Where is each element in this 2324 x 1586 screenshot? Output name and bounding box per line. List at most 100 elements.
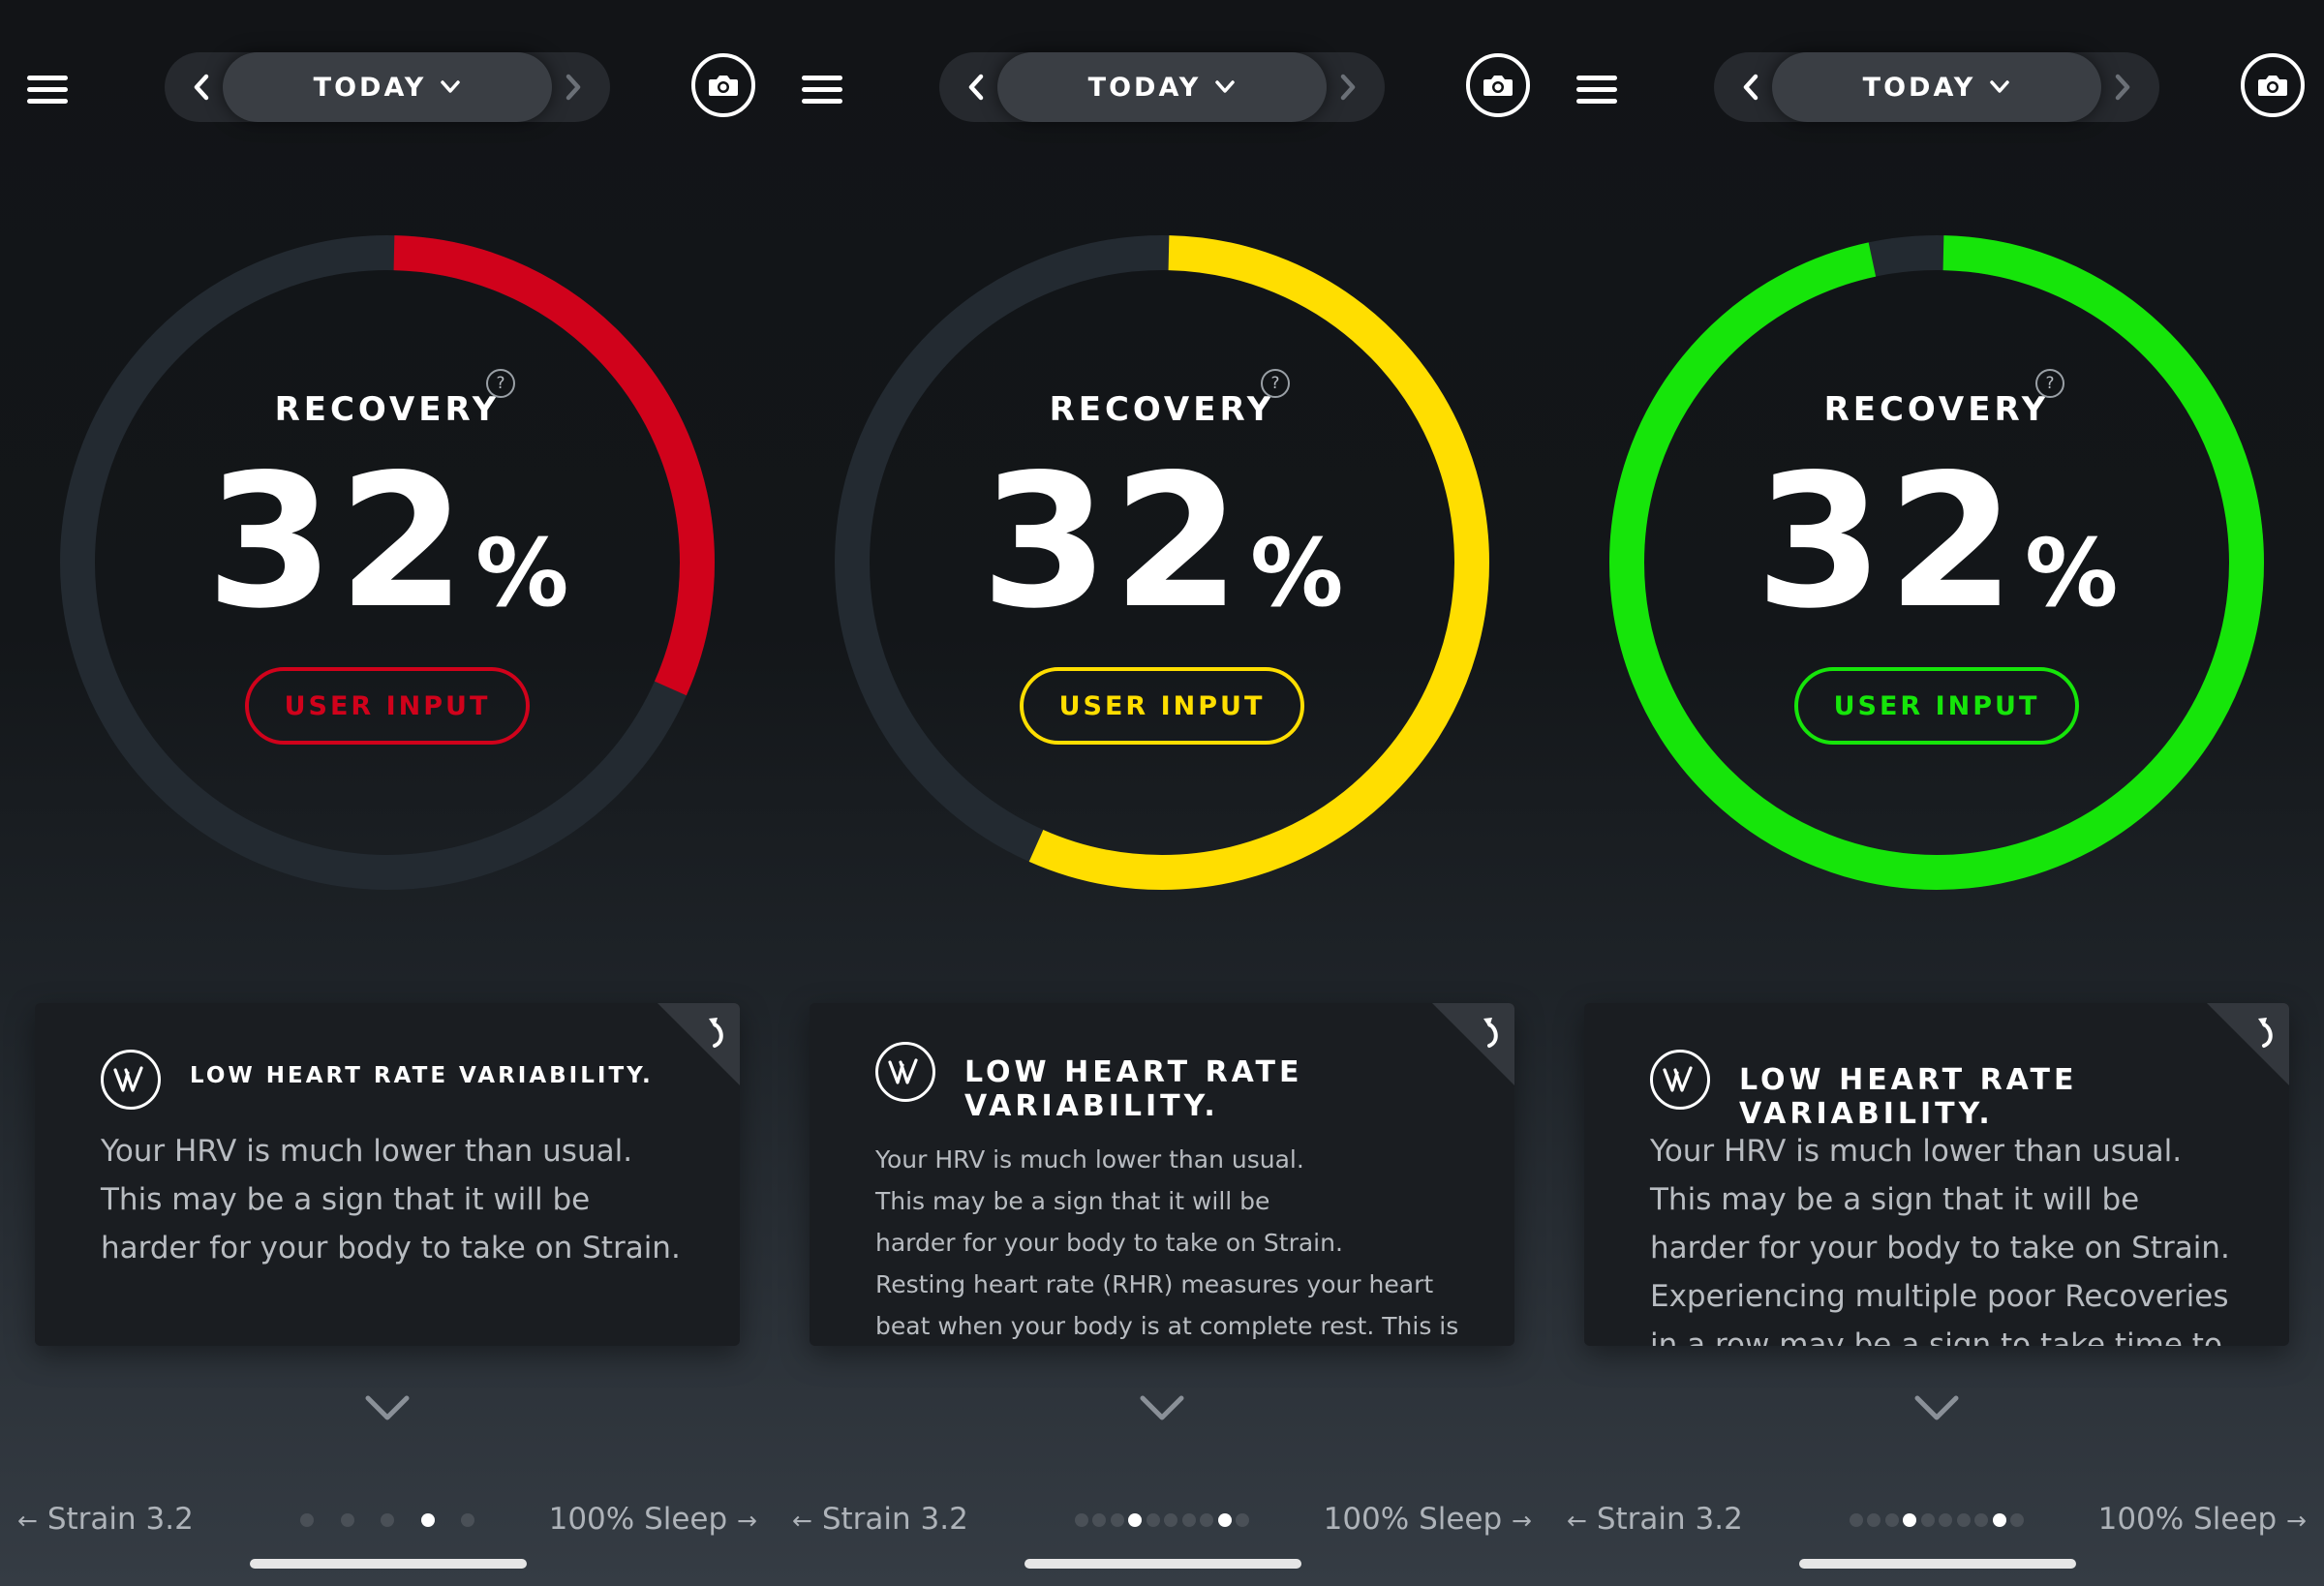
page-dot[interactable] (1974, 1513, 1989, 1527)
expand-chevron-icon[interactable] (1913, 1394, 1960, 1423)
whoop-logo-icon (875, 1042, 935, 1102)
tip-text-line: This may be a sign that it will be (875, 1187, 1270, 1215)
next-day-button[interactable] (1319, 52, 1377, 122)
percent-symbol: % (475, 519, 569, 627)
camera-icon (709, 76, 738, 96)
camera-button[interactable] (1466, 53, 1530, 117)
tip-card: LOW HEART RATE VARIABILITY. Your HRV is … (810, 1003, 1514, 1346)
page-dot-active[interactable] (1128, 1513, 1143, 1527)
camera-button[interactable] (2241, 53, 2305, 117)
page-dot-active[interactable] (1217, 1513, 1232, 1527)
question-mark-icon[interactable]: ? (1261, 369, 1290, 398)
page-indicator (300, 1512, 474, 1528)
flip-card-icon[interactable] (701, 1011, 732, 1052)
home-indicator (1799, 1559, 2076, 1569)
page-dot[interactable] (1110, 1513, 1124, 1527)
date-selector[interactable]: TODAY (223, 52, 552, 122)
arrow-left-icon: ← (792, 1507, 812, 1535)
page-dot[interactable] (1092, 1513, 1107, 1527)
sleep-label: 100% Sleep (2097, 1502, 2278, 1537)
strain-link[interactable]: ← Strain 3.2 (1567, 1502, 1743, 1537)
sleep-link[interactable]: 100% Sleep → (1324, 1502, 1532, 1537)
chevron-down-icon (1990, 80, 2010, 93)
tip-card: LOW HEART RATE VARIABILITY. Your HRV is … (1584, 1003, 2289, 1346)
flip-card-icon[interactable] (2250, 1011, 2281, 1052)
tip-text-line: beat when your body is at complete rest.… (875, 1312, 1459, 1340)
card-corner-fold[interactable] (657, 1003, 740, 1085)
recovery-screen-2: TODAY RECOVERY ? 32% USER INPU (775, 0, 1549, 1586)
page-dot[interactable] (1867, 1513, 1881, 1527)
strain-link[interactable]: ← Strain 3.2 (792, 1502, 968, 1537)
page-dot-active[interactable] (420, 1513, 435, 1527)
tip-text: Your HRV is much lower than usual. This m… (101, 1127, 681, 1272)
chevron-left-icon (968, 74, 984, 101)
user-input-button[interactable]: USER INPUT (245, 667, 530, 745)
page-dot[interactable] (1850, 1513, 1863, 1527)
recovery-gauge (60, 235, 715, 890)
page-dot-active[interactable] (1992, 1513, 2006, 1527)
page-dot[interactable] (1181, 1513, 1196, 1527)
expand-chevron-icon[interactable] (364, 1394, 411, 1423)
strain-label: Strain 3.2 (46, 1502, 194, 1537)
page-dot[interactable] (1956, 1513, 1971, 1527)
tip-text-line: harder for your body to take on Strain. (1650, 1231, 2230, 1266)
card-corner-fold[interactable] (2207, 1003, 2289, 1085)
previous-day-button[interactable] (1722, 52, 1780, 122)
recovery-score-value: 32 (1755, 435, 2020, 649)
user-input-button[interactable]: USER INPUT (1794, 667, 2079, 745)
camera-button[interactable] (691, 53, 755, 117)
card-corner-fold[interactable] (1432, 1003, 1514, 1085)
next-day-button[interactable] (544, 52, 602, 122)
page-dot[interactable] (381, 1513, 394, 1527)
tip-text-line: Your HRV is much lower than usual. (1650, 1134, 2183, 1169)
sleep-link[interactable]: 100% Sleep → (2098, 1502, 2307, 1537)
tip-text-line: harder for your body to take on Strain. (101, 1231, 681, 1266)
sleep-link[interactable]: 100% Sleep → (549, 1502, 757, 1537)
date-selector[interactable]: TODAY (1772, 52, 2101, 122)
date-selector[interactable]: TODAY (997, 52, 1327, 122)
question-mark-icon[interactable]: ? (486, 369, 515, 398)
page-dot[interactable] (1075, 1513, 1088, 1527)
hamburger-menu-icon[interactable] (802, 76, 842, 105)
page-dot[interactable] (1884, 1513, 1899, 1527)
hamburger-menu-icon[interactable] (27, 76, 68, 105)
whoop-logo-icon (1650, 1050, 1710, 1110)
gauge-progress-arc (835, 235, 1489, 890)
strain-link[interactable]: ← Strain 3.2 (17, 1502, 194, 1537)
strain-label: Strain 3.2 (821, 1502, 968, 1537)
arrow-right-icon: → (1512, 1507, 1532, 1535)
tip-text-line: This may be a sign that it will be (101, 1182, 591, 1217)
page-dot[interactable] (340, 1513, 354, 1527)
recovery-score: 32% (1549, 450, 2324, 634)
page-dot[interactable] (1235, 1513, 1249, 1527)
tip-text-line: This may be a sign that it will be (1650, 1182, 2140, 1217)
page-dot[interactable] (1164, 1513, 1178, 1527)
page-dot-active[interactable] (1903, 1513, 1917, 1527)
flip-card-icon[interactable] (1476, 1011, 1507, 1052)
question-mark-icon[interactable]: ? (2035, 369, 2064, 398)
previous-day-button[interactable] (947, 52, 1005, 122)
page-dot[interactable] (300, 1513, 314, 1527)
page-dot[interactable] (461, 1513, 474, 1527)
user-input-button[interactable]: USER INPUT (1020, 667, 1304, 745)
recovery-gauge (835, 235, 1489, 890)
page-dot[interactable] (2009, 1513, 2024, 1527)
previous-day-button[interactable] (172, 52, 230, 122)
sleep-label: 100% Sleep (1323, 1502, 1503, 1537)
page-dot[interactable] (1939, 1513, 1953, 1527)
percent-symbol: % (2025, 519, 2119, 627)
chevron-left-icon (1743, 74, 1758, 101)
page-dot[interactable] (1146, 1513, 1160, 1527)
tip-text: Your HRV is much lower than usual. This m… (875, 1139, 1458, 1346)
next-day-button[interactable] (2094, 52, 2152, 122)
expand-chevron-icon[interactable] (1139, 1394, 1185, 1423)
date-navigator: TODAY (1714, 52, 2159, 122)
date-label: TODAY (1862, 72, 1976, 103)
whoop-logo-icon (101, 1050, 161, 1110)
tip-text-line: Your HRV is much lower than usual. (101, 1134, 633, 1169)
date-navigator: TODAY (939, 52, 1385, 122)
chevron-down-icon (1215, 80, 1236, 93)
page-dot[interactable] (1920, 1513, 1935, 1527)
hamburger-menu-icon[interactable] (1576, 76, 1617, 105)
page-dot[interactable] (1200, 1513, 1214, 1527)
